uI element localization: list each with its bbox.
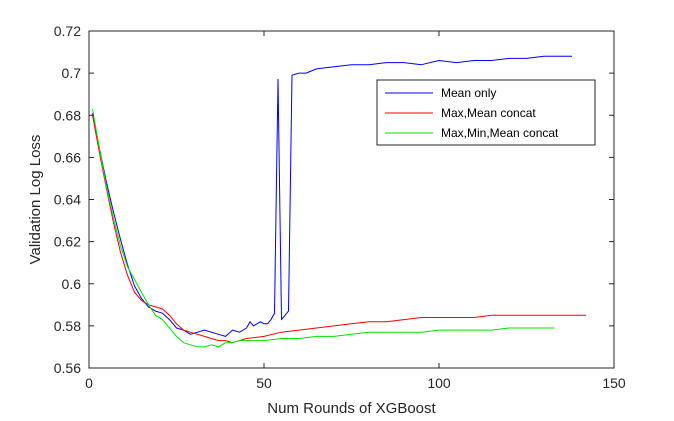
y-tick-label: 0.6	[62, 276, 82, 292]
x-axis-label: Num Rounds of XGBoost	[267, 400, 436, 416]
series-line-1	[92, 55, 572, 337]
series-line-3	[92, 108, 555, 348]
y-axis-label: Validation Log Loss	[27, 135, 44, 265]
y-tick-label: 0.68	[54, 107, 81, 123]
x-tick-label: 100	[427, 375, 451, 391]
x-tick-label: 150	[602, 375, 626, 391]
y-tick-label: 0.66	[54, 149, 81, 165]
legend-label-1: Mean only	[441, 86, 496, 100]
series-layer	[92, 55, 586, 348]
tick-layer: 0 50 100 150 0.56 0.58 0.6 0.62 0.64 0.66 0.68 0.7 0…	[54, 23, 626, 391]
y-tick-label: 0.58	[54, 318, 81, 334]
legend: Mean only Max,Mean concat Max,Min,Mean con…	[376, 79, 596, 146]
legend-label-3: Max,Min,Mean concat	[441, 126, 559, 140]
x-tick-label: 0	[85, 375, 93, 391]
x-tick-label: 50	[256, 375, 272, 391]
y-tick-label: 0.7	[62, 65, 82, 81]
y-tick-label: 0.56	[54, 360, 81, 376]
y-tick-label: 0.72	[54, 23, 81, 39]
legend-label-2: Max,Mean concat	[441, 106, 536, 120]
y-tick-label: 0.62	[54, 234, 81, 250]
y-tick-label: 0.64	[54, 192, 81, 208]
